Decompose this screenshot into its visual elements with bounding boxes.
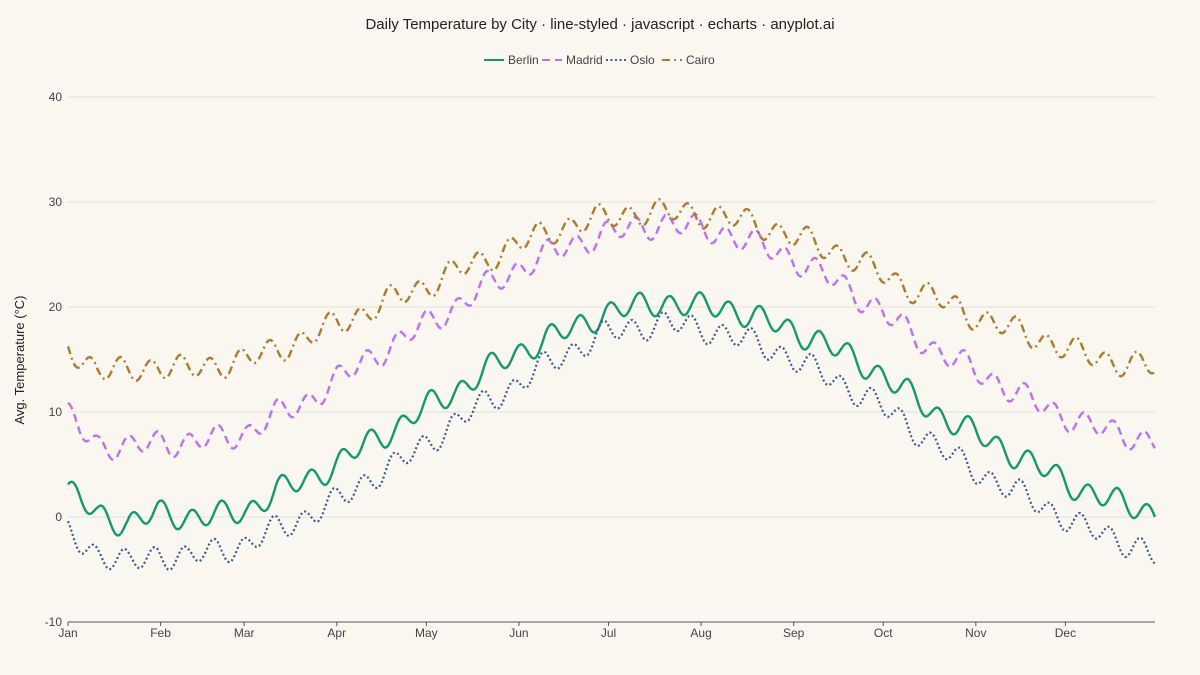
y-axis: 40 30 20 10 0 -10 [45,90,63,629]
x-tick-label: Dec [1055,626,1076,640]
x-tick-label: Oct [874,626,893,640]
x-tick-label: Jul [601,626,616,640]
legend-label: Madrid [566,53,603,67]
legend-item-cairo: Cairo [662,53,715,67]
legend-item-madrid: Madrid [542,53,603,67]
series-line-oslo [66,311,1156,572]
x-tick-label: Apr [327,626,346,640]
x-tick-label: Jun [509,626,528,640]
x-tick-label: Nov [965,626,986,640]
x-tick-label: Aug [690,626,711,640]
y-tick-label: 20 [49,300,63,314]
series-line-berlin [67,291,1157,537]
legend-item-berlin: Berlin [484,53,539,67]
y-tick-label: 10 [49,405,63,419]
x-tick-label: Mar [234,626,255,640]
x-tick-label: May [415,626,438,640]
x-tick-label: Feb [150,626,171,640]
series-line-cairo [66,197,1156,382]
y-tick-label: 30 [49,195,63,209]
y-axis-title: Avg. Temperature (°C) [12,296,27,425]
x-axis: Jan Feb Mar Apr May Jun Jul Aug Sep Oct Nov Dec [58,621,1155,640]
legend-label: Oslo [630,53,655,67]
x-tick-label: Jan [58,626,77,640]
legend: Berlin Madrid Oslo Cairo [484,53,715,67]
legend-label: Cairo [686,53,715,67]
y-tick-label: -10 [45,615,63,629]
y-tick-label: 40 [49,90,63,104]
x-tick-label: Sep [783,626,805,640]
series-line-madrid [67,212,1157,461]
grid [68,96,1155,518]
chart-title: Daily Temperature by City · line-styled … [365,16,834,33]
series-group [66,197,1157,572]
legend-item-oslo: Oslo [606,53,655,67]
legend-label: Berlin [508,53,539,67]
y-tick-label: 0 [55,510,62,524]
